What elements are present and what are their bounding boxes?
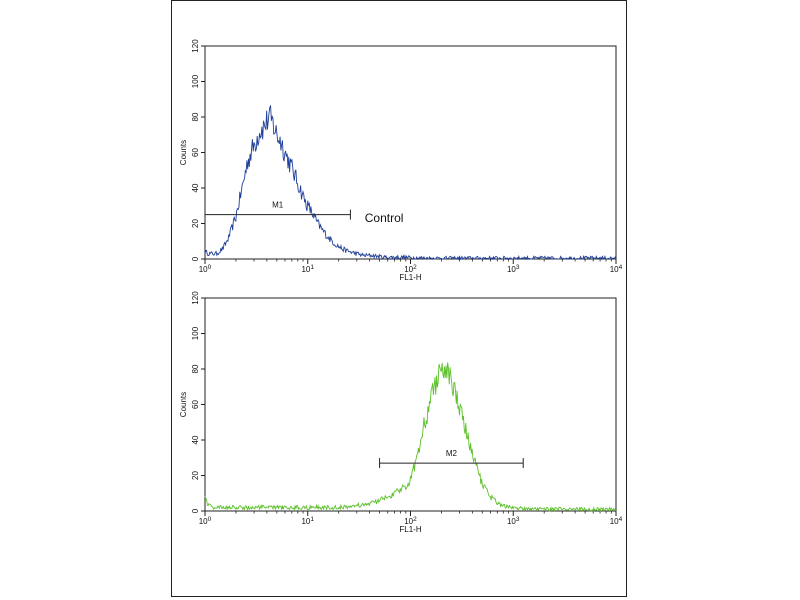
plot-area <box>204 45 617 260</box>
histogram-panel-1: 0 20 40 60 80 100 120 100 101 102 103 104 FL1-H Count… <box>179 39 623 282</box>
x-tick-label: 102 <box>404 516 417 526</box>
histogram-trace <box>204 104 617 261</box>
x-tick-label: 100 <box>199 264 212 274</box>
y-tick-label: 20 <box>191 219 200 228</box>
histogram-panel-2: 0 20 40 60 80 100 120 100 101 102 103 104 FL1-H Count… <box>179 291 623 534</box>
y-tick-label: 80 <box>191 364 200 373</box>
x-tick-label: 104 <box>610 516 623 526</box>
y-tick-label: 0 <box>191 256 200 261</box>
x-axis-title: FL1-H <box>399 273 421 282</box>
histogram-trace <box>204 362 617 513</box>
gate-marker-label: M1 <box>272 201 284 210</box>
y-tick-label: 80 <box>191 112 200 121</box>
x-tick-label: 102 <box>404 264 417 274</box>
y-axis-title: Counts <box>179 140 188 165</box>
y-tick-label: 60 <box>191 148 200 157</box>
x-axis-title: FL1-H <box>399 525 421 534</box>
x-tick-label: 101 <box>301 264 314 274</box>
x-tick-label: 100 <box>199 516 212 526</box>
x-tick-label: 101 <box>301 516 314 526</box>
y-tick-label: 100 <box>191 326 200 340</box>
y-tick-label: 120 <box>191 39 200 53</box>
y-tick-label: 60 <box>191 400 200 409</box>
x-tick-label: 104 <box>610 264 623 274</box>
y-tick-label: 120 <box>191 291 200 305</box>
x-tick-label: 103 <box>507 264 520 274</box>
annotation-label: Control <box>365 211 404 225</box>
y-tick-label: 40 <box>191 183 200 192</box>
y-tick-label: 100 <box>191 74 200 88</box>
gate-marker-label: M2 <box>446 449 458 458</box>
y-tick-label: 20 <box>191 471 200 480</box>
x-tick-label: 103 <box>507 516 520 526</box>
y-tick-label: 0 <box>191 508 200 513</box>
y-tick-label: 40 <box>191 435 200 444</box>
y-axis-title: Counts <box>179 392 188 417</box>
